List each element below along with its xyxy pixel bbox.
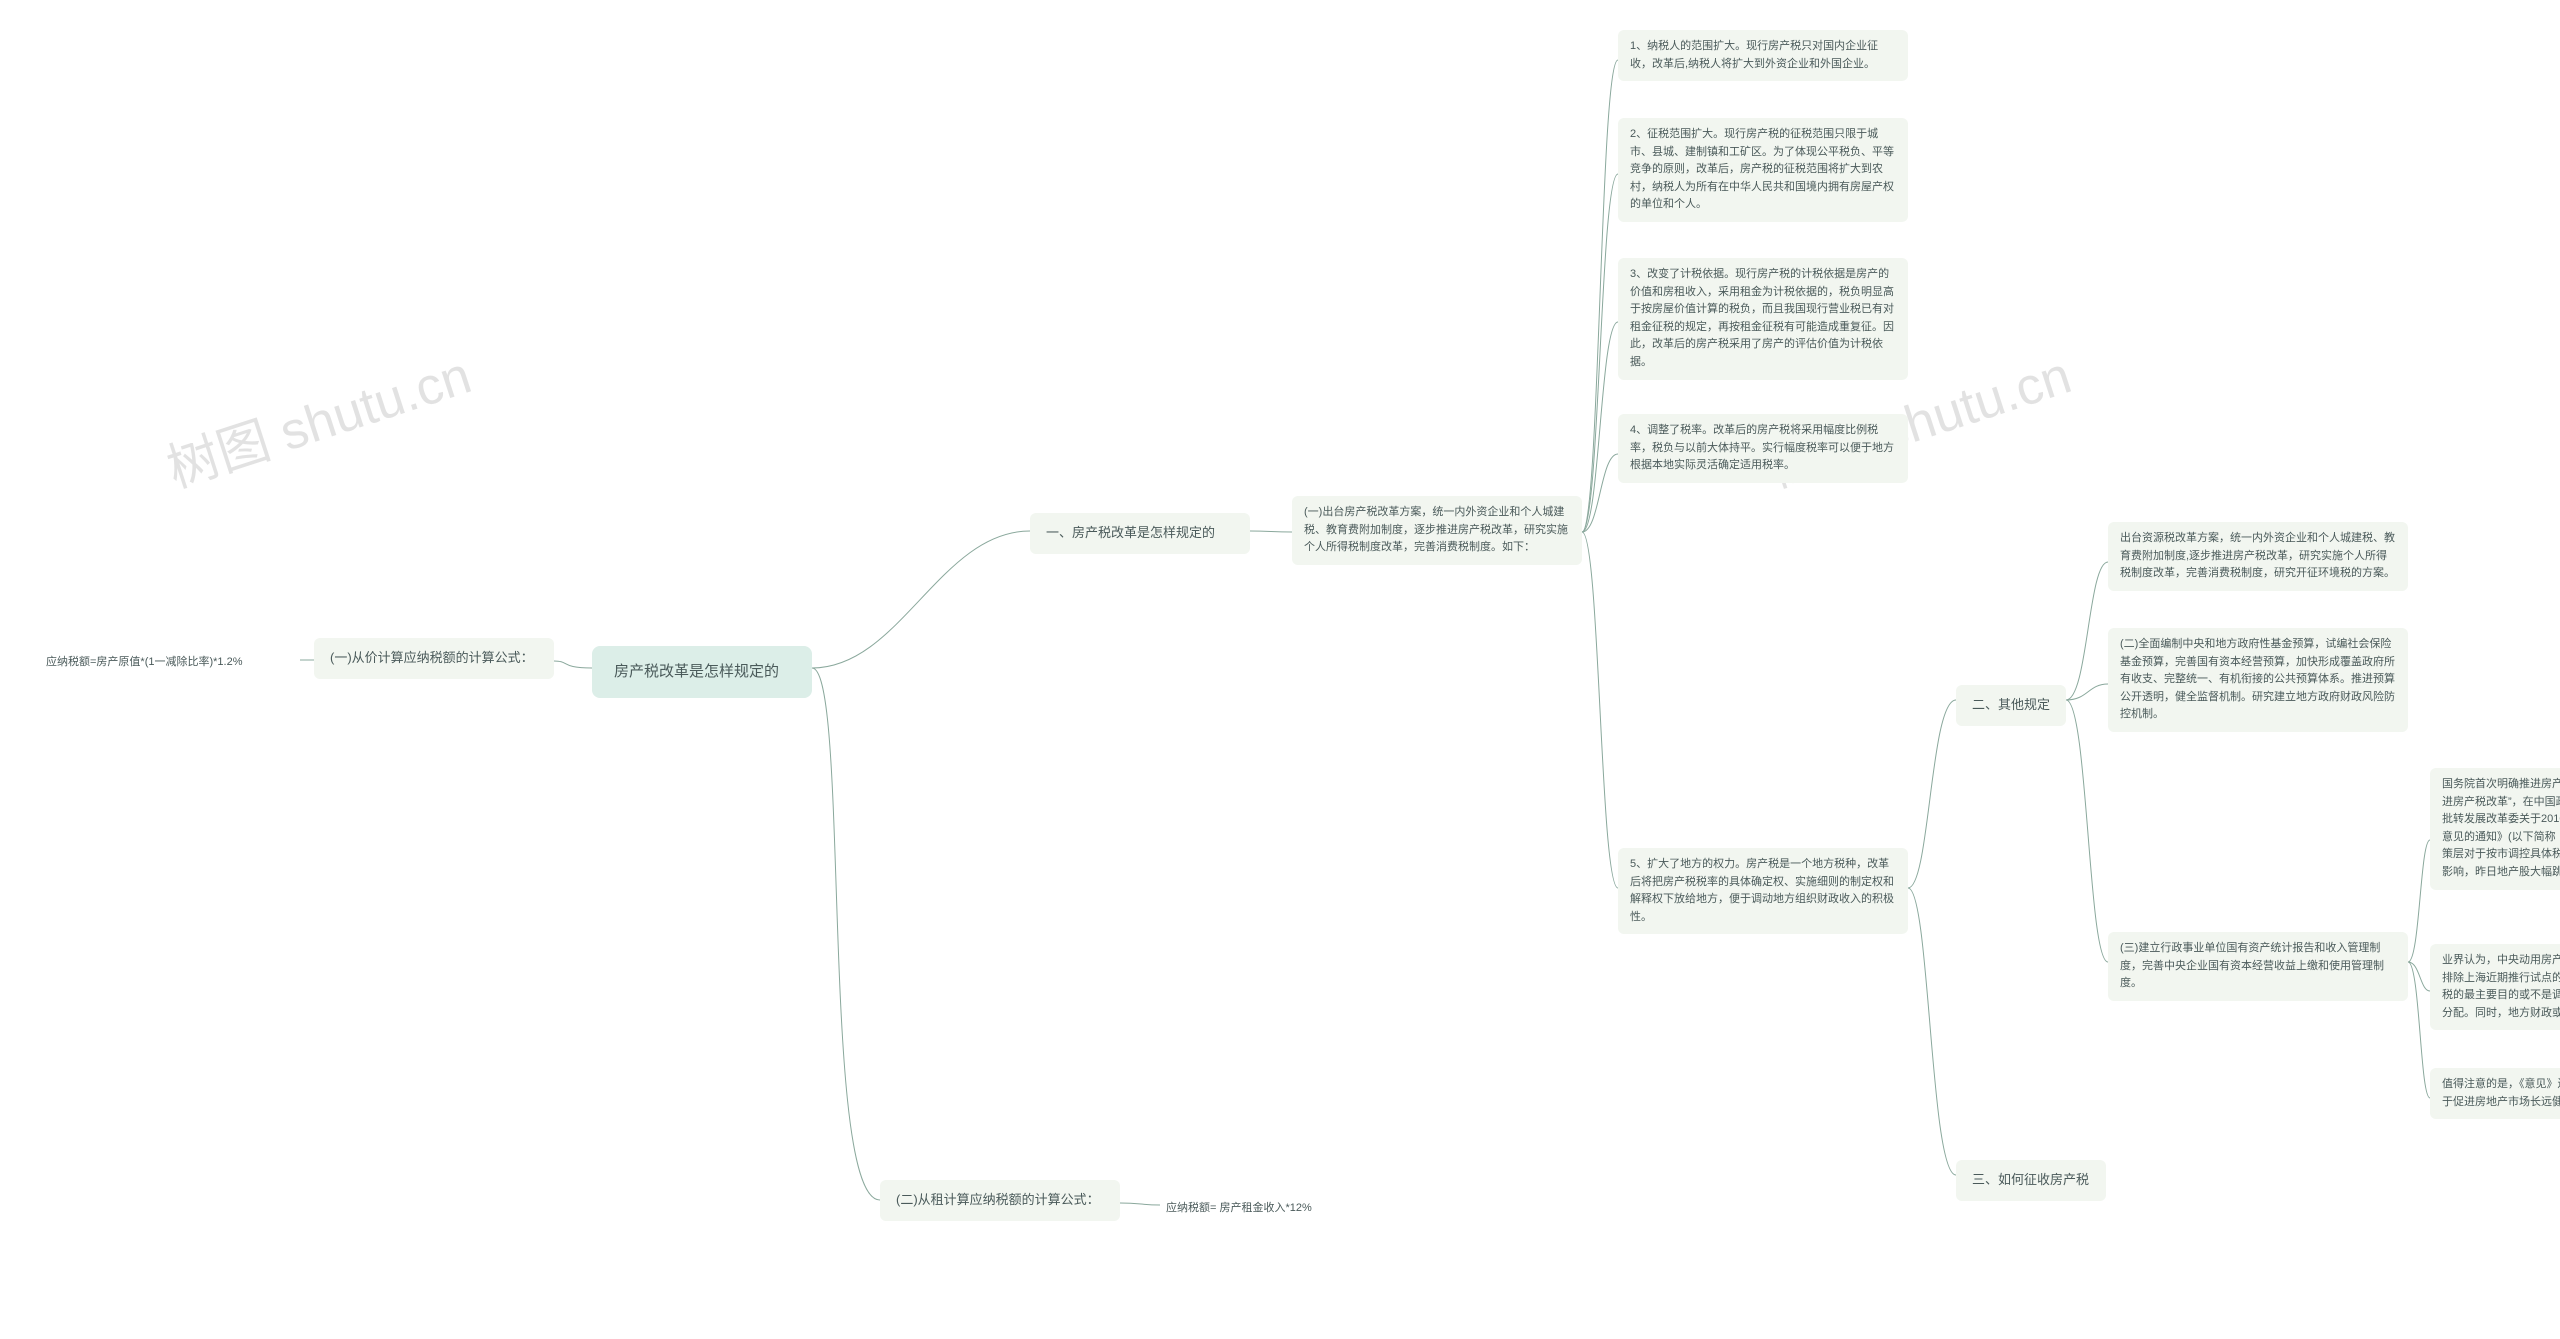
node-r1a5[interactable]: 5、扩大了地方的权力。房产税是一个地方税种，改革后将把房产税税率的具体确定权、实… <box>1618 848 1908 934</box>
node-r1a2[interactable]: 2、征税范围扩大。现行房产税的征税范围只限于城市、县城、建制镇和工矿区。为了体现… <box>1618 118 1908 222</box>
watermark: 树图 shutu.cn <box>156 333 479 502</box>
node-r1a3[interactable]: 3、改变了计税依据。现行房产税的计税依据是房产的价值和房租收入，采用租金为计税依… <box>1618 258 1908 380</box>
node-r1a[interactable]: (一)出台房产税改革方案，统一内外资企业和个人城建税、教育费附加制度，逐步推进房… <box>1292 496 1582 565</box>
node-r1a4[interactable]: 4、调整了税率。改革后的房产税将采用幅度比例税率，税负与以前大体持平。实行幅度税… <box>1618 414 1908 483</box>
node-r1a1[interactable]: 1、纳税人的范围扩大。现行房产税只对国内企业征收，改革后,纳税人将扩大到外资企业… <box>1618 30 1908 81</box>
node-r1a5b[interactable]: 三、如何征收房产税 <box>1956 1160 2106 1201</box>
mindmap-canvas: 树图 shutu.cn 树图 shutu.cn 房产税改革是怎样规定的 (一)从… <box>0 0 2560 1339</box>
node-r1a5a[interactable]: 二、其他规定 <box>1956 685 2066 726</box>
node-left1a: 应纳税额=房产原值*(1一减除比率)*1.2% <box>40 650 300 676</box>
node-left2[interactable]: (二)从租计算应纳税额的计算公式： <box>880 1180 1120 1221</box>
node-left1[interactable]: (一)从价计算应纳税额的计算公式： <box>314 638 554 679</box>
node-r1a5a2[interactable]: (二)全面编制中央和地方政府性基金预算，试编社会保险基金预算，完善国有资本经营预… <box>2108 628 2408 732</box>
node-r1a5a3c[interactable]: 值得注意的是，《意见》还要求，由发改委牵头，出台关于促进房地产市场长远健康发展的… <box>2430 1068 2560 1119</box>
node-r1a5a3[interactable]: (三)建立行政事业单位国有资产统计报告和收入管理制度，完善中央企业国有资本经营收… <box>2108 932 2408 1001</box>
node-left2a: 应纳税额= 房产租金收入*12% <box>1160 1196 1360 1222</box>
node-r1[interactable]: 一、房产税改革是怎样规定的 <box>1030 513 1250 554</box>
node-r1a5a3a[interactable]: 国务院首次明确推进房产税改革 2010年06月01日“逐步推进房产税改革”，在中… <box>2430 768 2560 890</box>
root-node[interactable]: 房产税改革是怎样规定的 <box>592 646 812 698</box>
node-r1a5a1[interactable]: 出台资源税改革方案，统一内外资企业和个人城建税、教育费附加制度,逐步推进房产税改… <box>2108 522 2408 591</box>
node-r1a5a3b[interactable]: 业界认为，中央动用房产税调控市场的预期越来越强，不排除上海近期推行试点的可能。一… <box>2430 944 2560 1030</box>
